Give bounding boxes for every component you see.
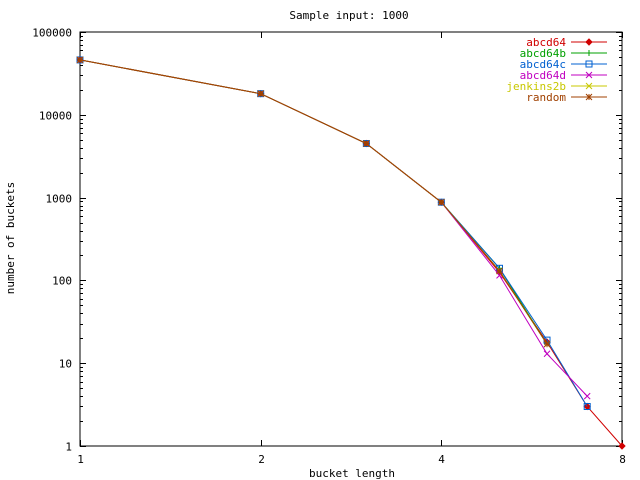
y-tick-label: 100000 bbox=[32, 27, 72, 40]
x-axis-label: bucket length bbox=[309, 467, 395, 480]
data-point-abcd64 bbox=[618, 442, 626, 450]
legend-label-random: random bbox=[526, 91, 566, 104]
x-tick-label: 1 bbox=[77, 453, 84, 466]
data-point-random bbox=[437, 198, 445, 206]
x-tick-label: 8 bbox=[619, 453, 626, 466]
legend-label-abcd64b: abcd64b bbox=[520, 47, 566, 60]
series-lines bbox=[76, 56, 626, 450]
series-line-random bbox=[79, 59, 548, 345]
y-tick-label: 10000 bbox=[39, 110, 72, 123]
x-tick-label: 2 bbox=[258, 453, 265, 466]
legend: abcd64abcd64babcd64cabcd64djenkins2brand… bbox=[506, 36, 607, 104]
legend-marker-abcd64b bbox=[586, 50, 592, 56]
data-point-abcd64d bbox=[583, 392, 591, 400]
legend-marker-abcd64 bbox=[585, 38, 593, 46]
data-point-random bbox=[76, 56, 84, 64]
axes: 1 2 4 8 1 10 100 1000 10000 100000 bbox=[32, 27, 626, 467]
y-axis-label: number of buckets bbox=[4, 182, 17, 295]
x-tick-label: 4 bbox=[438, 453, 445, 466]
legend-label-abcd64: abcd64 bbox=[526, 36, 566, 49]
y-tick-label: 1000 bbox=[46, 193, 73, 206]
legend-marker-abcd64d bbox=[585, 71, 593, 79]
data-point-abcd64c bbox=[583, 402, 591, 410]
legend-label-abcd64c: abcd64c bbox=[520, 58, 566, 71]
legend-label-jenkins2b: jenkins2b bbox=[506, 80, 566, 93]
plot-frame bbox=[79, 31, 623, 447]
chart-title: Sample input: 1000 bbox=[289, 9, 408, 22]
data-point-random bbox=[496, 267, 503, 275]
legend-marker-random bbox=[585, 93, 593, 101]
series-random bbox=[76, 56, 551, 348]
data-point-random bbox=[543, 340, 551, 348]
legend-marker-jenkins2b bbox=[585, 82, 593, 90]
y-tick-label: 100 bbox=[52, 275, 72, 288]
y-tick-label: 10 bbox=[59, 358, 72, 371]
legend-label-abcd64d: abcd64d bbox=[520, 69, 566, 82]
data-point-random bbox=[257, 90, 265, 98]
data-point-abcd64d bbox=[543, 350, 551, 358]
y-tick-label: 1 bbox=[65, 441, 72, 454]
legend-marker-abcd64c bbox=[585, 60, 593, 68]
data-point-random bbox=[362, 140, 370, 147]
